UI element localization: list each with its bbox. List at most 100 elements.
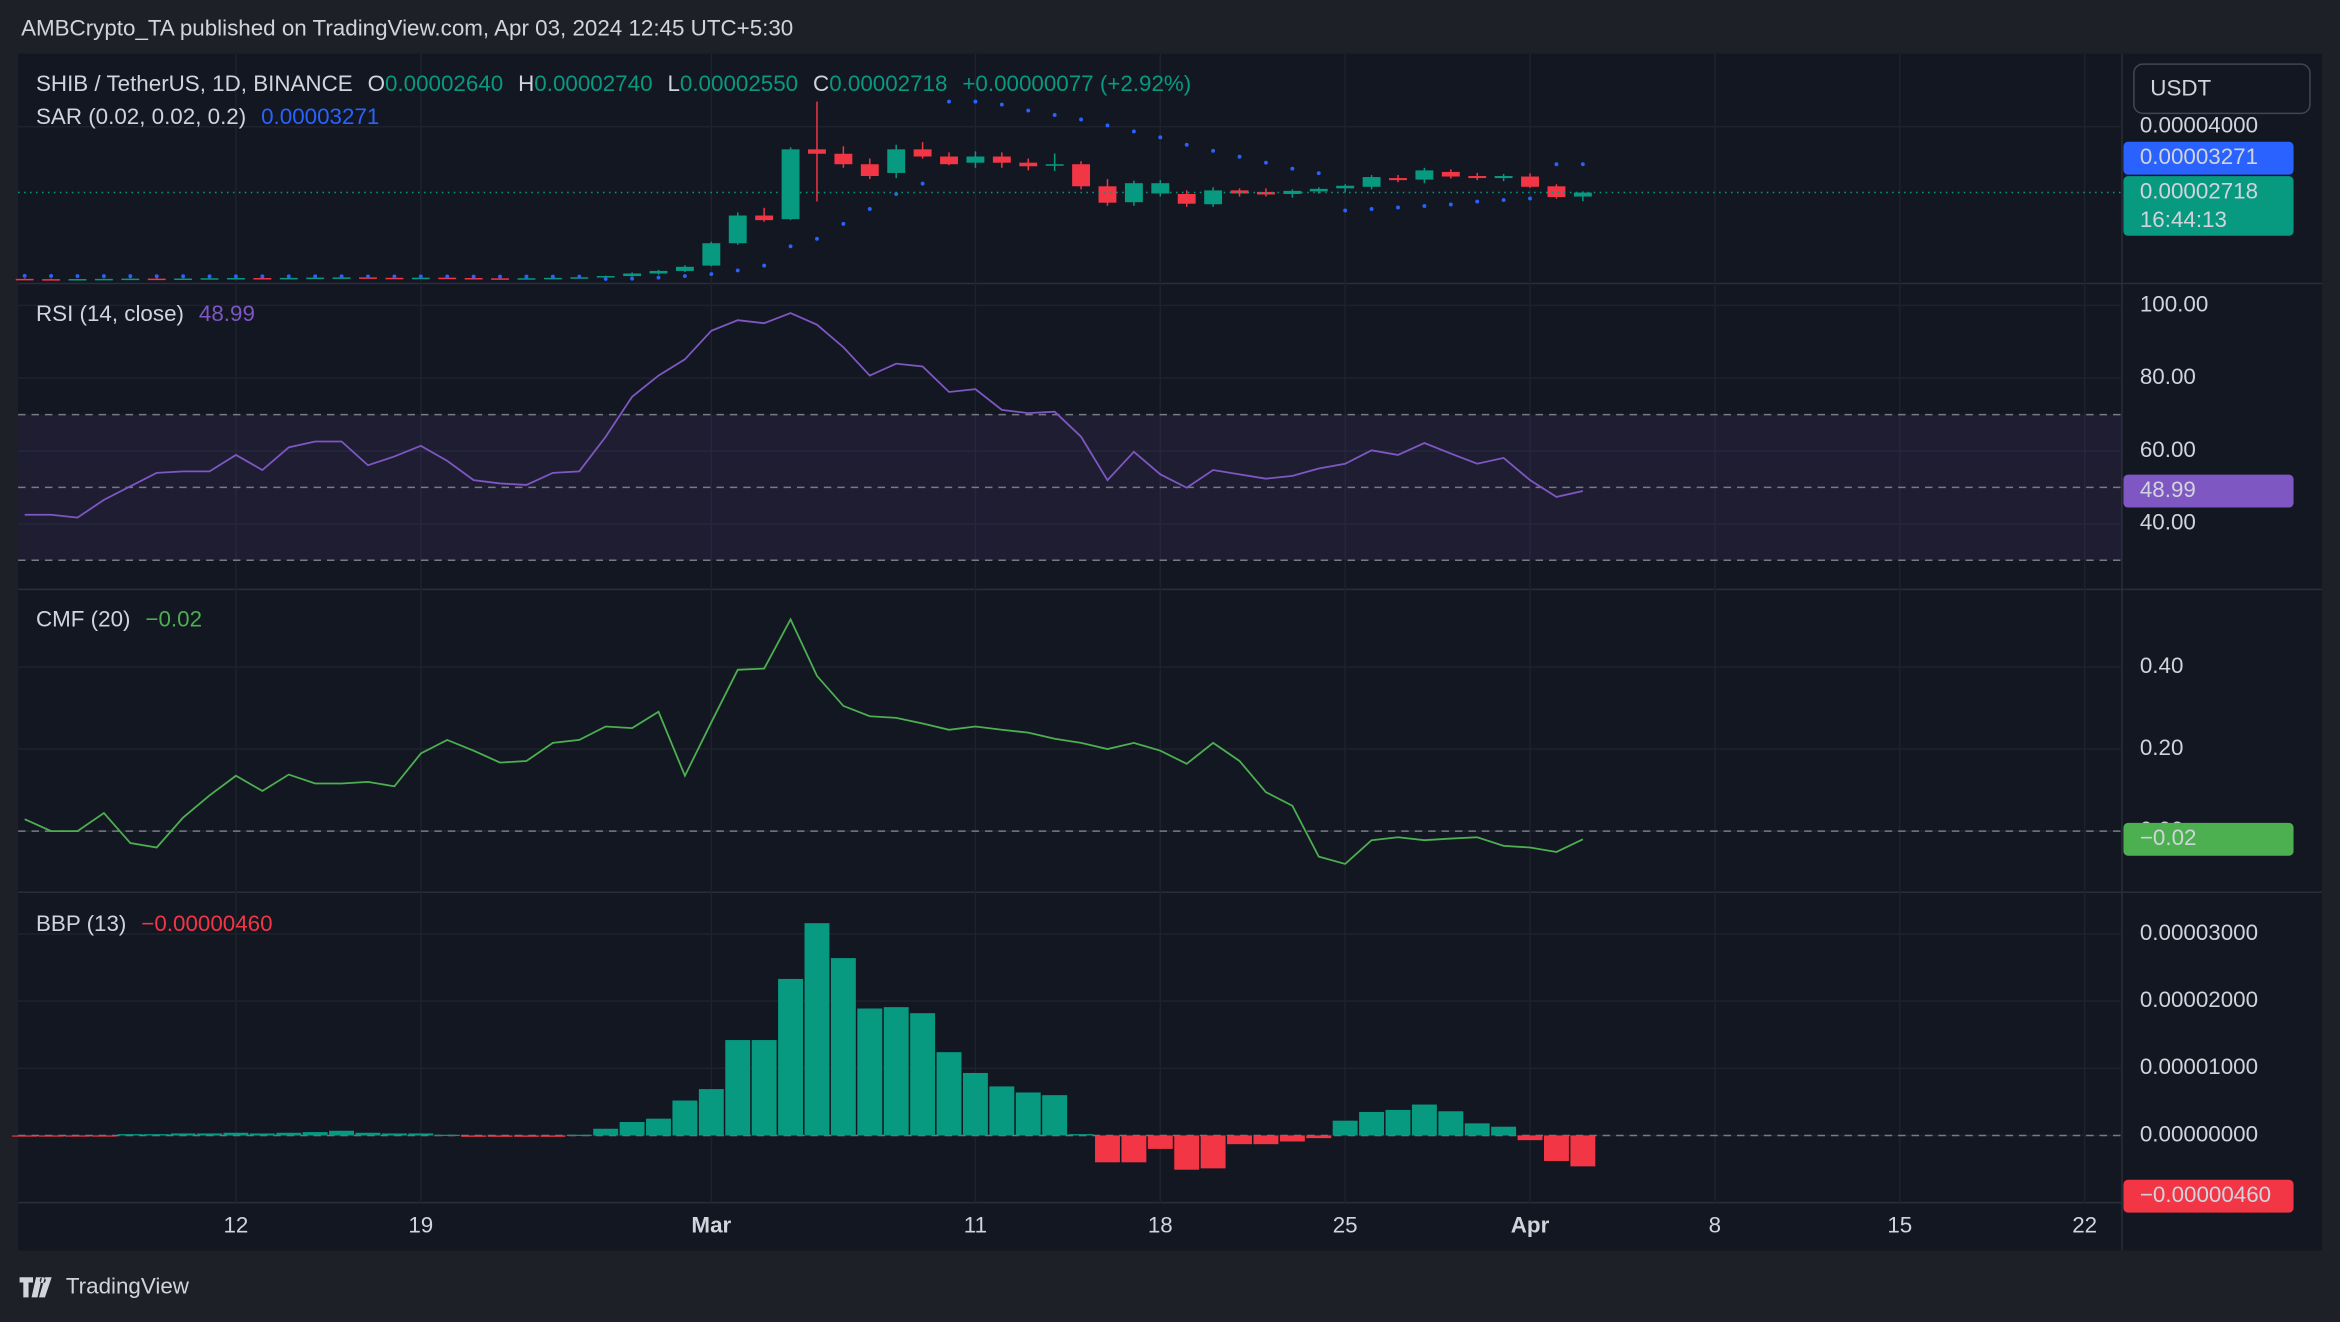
sar-dot <box>1501 198 1506 202</box>
button-label[interactable]: USDT <box>2150 75 2211 100</box>
sar-dot <box>1105 123 1110 128</box>
button-frame[interactable] <box>2133 63 2311 115</box>
indicator-legend: BBP (13) −0.00000460 <box>36 911 273 936</box>
sar-dot <box>154 274 159 279</box>
sar-dot <box>313 274 318 279</box>
ohlc-label: C <box>813 71 829 96</box>
histogram-bar <box>1411 1104 1437 1136</box>
y-tick-label: 0.00000000 <box>2140 1121 2258 1146</box>
histogram-bar <box>1147 1135 1173 1149</box>
candle-body <box>1072 164 1091 187</box>
histogram-bar <box>355 1132 381 1136</box>
histogram-bar <box>1464 1123 1490 1136</box>
ohlc-value: 0.00002740 <box>534 71 652 96</box>
histogram-bar <box>1200 1135 1226 1169</box>
indicator-badge: −0.02 <box>2140 825 2197 850</box>
histogram-bar <box>1279 1135 1305 1142</box>
candle-body <box>781 149 800 220</box>
sar-dot <box>841 221 846 226</box>
sar-dot <box>1448 202 1453 207</box>
currency-button[interactable]: USDT <box>2133 63 2311 115</box>
symbol-title: SHIB / TetherUS, 1D, BINANCE <box>36 71 353 96</box>
candle-body <box>834 153 853 165</box>
histogram-bar <box>830 958 856 1136</box>
sar-dot <box>656 275 661 280</box>
histogram-bar <box>593 1128 619 1136</box>
sar-dot <box>1580 162 1585 167</box>
x-tick-label: 18 <box>1148 1212 1173 1237</box>
histogram-bar <box>329 1130 355 1136</box>
histogram-bar <box>1543 1135 1569 1161</box>
sar-dot <box>999 102 1004 107</box>
sar-price-badge: 0.00003271 <box>2140 144 2258 169</box>
candle-body <box>121 278 140 281</box>
candle-body <box>702 243 721 266</box>
candle-body <box>1521 176 1539 187</box>
y-tick-label: 0.00004000 <box>2140 113 2258 138</box>
candle-body <box>992 156 1011 163</box>
histogram-bar <box>249 1133 275 1136</box>
indicator-name: RSI (14, close) <box>36 301 184 326</box>
x-tick-label: 25 <box>1333 1212 1358 1237</box>
histogram-bar <box>566 1134 592 1136</box>
candle-body <box>1045 164 1064 166</box>
histogram-bar <box>751 1040 777 1136</box>
sar-dot <box>260 274 265 279</box>
x-tick-label: 8 <box>1709 1212 1721 1237</box>
indicator-name: BBP (13) <box>36 911 126 936</box>
histogram-bar <box>989 1086 1015 1136</box>
candle-body <box>438 277 457 280</box>
sar-dot <box>603 276 608 281</box>
candle-body <box>464 278 483 280</box>
y-tick-label: 0.20 <box>2140 735 2184 760</box>
histogram-bar <box>170 1133 196 1136</box>
indicator-line <box>24 312 1584 519</box>
logo-icon <box>19 1277 52 1298</box>
y-tick-label: 40.00 <box>2140 510 2196 535</box>
ohlc-label: O <box>368 71 385 96</box>
histogram-bar <box>12 1135 38 1137</box>
last-price-badge: 0.00002718 <box>2140 178 2258 203</box>
indicator-name: CMF (20) <box>36 607 130 632</box>
indicator-badge: 48.99 <box>2140 477 2196 502</box>
y-tick-label: 60.00 <box>2140 437 2196 462</box>
candle-body <box>15 278 34 281</box>
candle-body <box>966 156 985 163</box>
candle-body <box>1019 162 1038 167</box>
candle-body <box>1389 178 1407 181</box>
sar-dot <box>947 99 951 104</box>
histogram-bar <box>1174 1135 1200 1170</box>
candle-body <box>1124 183 1143 203</box>
overlay-legend: SAR (0.02, 0.02, 0.2) 0.00003271 <box>36 104 379 129</box>
sar-dot <box>22 273 27 278</box>
histogram-bar <box>883 1007 909 1136</box>
chart-area <box>18 53 2322 1251</box>
x-tick-label: Mar <box>691 1212 731 1237</box>
sar-dot <box>75 274 80 278</box>
candle-body <box>279 277 298 280</box>
histogram-bar <box>487 1135 513 1137</box>
x-tick-label: 12 <box>224 1212 249 1237</box>
sar-dot <box>1264 160 1268 165</box>
histogram-bar <box>197 1133 222 1136</box>
histogram-bar <box>144 1134 170 1136</box>
sar-dot <box>498 274 502 279</box>
indicator-value: 48.99 <box>199 301 255 326</box>
histogram-bar <box>936 1052 962 1136</box>
histogram-bar <box>513 1135 539 1137</box>
candle-body <box>306 277 325 280</box>
histogram-bar <box>1227 1135 1252 1145</box>
histogram-bar <box>1253 1135 1279 1145</box>
candle-body <box>1573 192 1592 197</box>
candle-body <box>1494 176 1513 179</box>
footer-text: TradingView <box>66 1274 190 1299</box>
publish-header: AMBCrypto_TA published on TradingView.co… <box>21 16 793 41</box>
histogram-bar <box>117 1134 143 1136</box>
candle-body <box>385 277 404 280</box>
histogram-bar <box>962 1072 988 1136</box>
sar-dot <box>762 263 767 268</box>
histogram-bar <box>857 1008 883 1136</box>
candle-body <box>808 149 826 154</box>
histogram-bar <box>672 1100 698 1136</box>
